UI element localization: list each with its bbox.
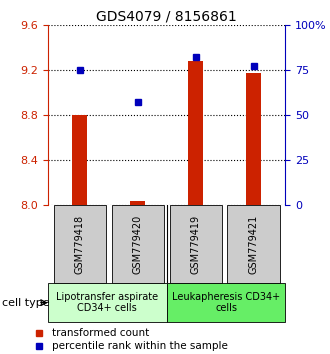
Text: GSM779418: GSM779418 <box>75 215 85 274</box>
Text: percentile rank within the sample: percentile rank within the sample <box>52 342 228 352</box>
Text: Lipotransfer aspirate
CD34+ cells: Lipotransfer aspirate CD34+ cells <box>56 292 158 314</box>
Bar <box>246 73 261 205</box>
Text: GSM779421: GSM779421 <box>248 215 259 274</box>
Bar <box>48 283 167 322</box>
Text: cell type: cell type <box>2 298 49 308</box>
Text: Leukapheresis CD34+
cells: Leukapheresis CD34+ cells <box>172 292 280 314</box>
Bar <box>188 61 203 205</box>
Bar <box>167 283 285 322</box>
Text: transformed count: transformed count <box>52 328 149 338</box>
Bar <box>227 205 280 283</box>
Text: GSM779420: GSM779420 <box>133 215 143 274</box>
Title: GDS4079 / 8156861: GDS4079 / 8156861 <box>96 10 237 24</box>
Bar <box>73 115 87 205</box>
Bar <box>54 205 106 283</box>
Bar <box>170 205 222 283</box>
Text: GSM779419: GSM779419 <box>191 215 201 274</box>
Bar <box>130 201 145 205</box>
Bar <box>112 205 164 283</box>
